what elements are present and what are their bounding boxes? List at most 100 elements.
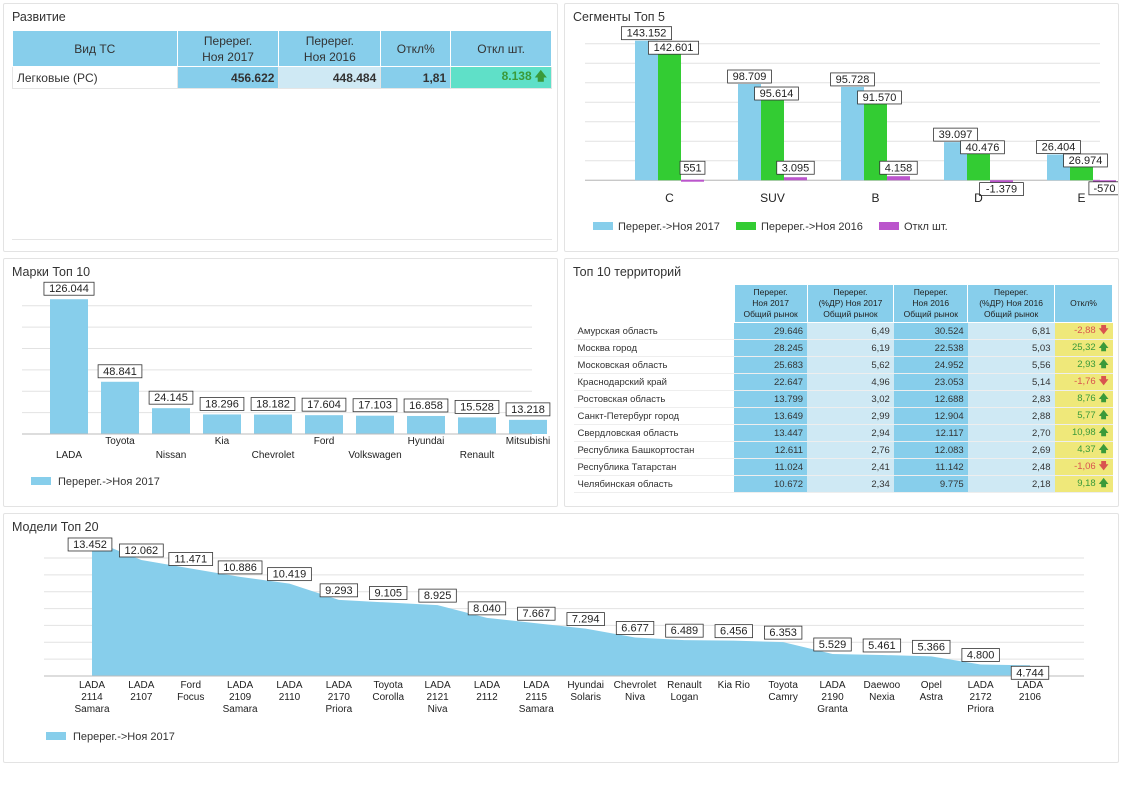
deviation-cell: 10,98 🡅 <box>1054 424 1113 442</box>
nov2016-cell: 12.688 <box>893 390 968 408</box>
data-label: 7.667 <box>523 608 551 620</box>
table-row[interactable]: Санкт-Петербург город 13.649 2,99 12.904 2,8… <box>573 407 1113 425</box>
nov2017-pct-cell: 3,02 <box>807 390 894 408</box>
table-row[interactable]: Республика Татарстан 11.024 2,41 11.142 2,48… <box>573 458 1113 476</box>
data-label: 6.677 <box>621 622 649 634</box>
x-tick-label: Renault <box>460 450 495 461</box>
nov2016-cell: 23.053 <box>893 373 968 391</box>
column-header[interactable]: Откл% <box>380 30 452 67</box>
arrow-up-icon: 🡅 <box>1098 359 1109 370</box>
table-row[interactable]: Челябинская область 10.672 2,34 9.775 2,18 9,… <box>573 475 1113 493</box>
x-tick-label: SUV <box>760 191 785 205</box>
table-row[interactable]: Ростовская область 13.799 3,02 12.688 2,83 8,… <box>573 390 1113 408</box>
segments-chart: 143.152 142.601 551 C 98.709 95.614 3.095 SUV 95… <box>585 26 1118 233</box>
nov2017-cell: 29.646 <box>734 322 808 340</box>
data-label-box <box>615 621 655 635</box>
bar <box>738 84 761 181</box>
column-header[interactable]: Перерег. Ноя 2016 Общий рынок <box>893 284 969 323</box>
column-header[interactable]: Перерег. Ноя 2017 Общий рынок <box>733 284 808 323</box>
data-label-box <box>1088 181 1118 196</box>
nov2017-pct-cell: 2,99 <box>807 407 894 425</box>
data-label-box <box>418 588 457 603</box>
deviation-cell: 5,77 🡅 <box>1054 407 1113 425</box>
table-header-row: Перерег. Ноя 2017 Общий рынок Перерег. (%ДР… <box>573 284 1113 323</box>
column-header[interactable]: Перерег. (%ДР) Ноя 2017 Общий рынок <box>806 284 895 323</box>
data-label-box <box>517 606 556 621</box>
legend-label: Перерег.->Ноя 2017 <box>73 731 175 743</box>
column-header[interactable]: Откл% <box>1054 284 1113 323</box>
data-label: 17.604 <box>307 399 341 411</box>
x-tick-label: Chevrolet <box>252 450 295 461</box>
nov2016-pct-cell: 2,69 <box>967 441 1055 459</box>
x-tick-label: Ford <box>314 436 335 447</box>
table-row[interactable]: Легковые (PC) 456.622 448.484 1,81 8.138… <box>12 66 552 89</box>
data-label: 16.858 <box>409 400 443 412</box>
data-label: 126.044 <box>49 283 89 295</box>
nov2016-cell: 12.083 <box>893 441 968 459</box>
x-tick-label: LADA <box>56 450 82 461</box>
nov2017-cell: 10.672 <box>734 475 808 493</box>
data-label: 7.294 <box>572 614 600 626</box>
data-label: 5.529 <box>819 639 847 651</box>
bar <box>458 417 496 434</box>
table-header-row: Вид ТС Перерег. Ноя 2017 Перерег. Ноя 2016… <box>12 30 552 67</box>
bar <box>305 415 343 434</box>
data-label: 551 <box>683 162 701 174</box>
nov2016-pct-cell: 5,14 <box>967 373 1055 391</box>
data-label: 95.614 <box>760 88 794 100</box>
column-header[interactable]: Вид ТС <box>12 30 178 67</box>
arrow-up-icon: 🡅 <box>534 69 547 83</box>
data-label: 4.800 <box>967 649 995 661</box>
nov2016-pct-cell: 2,88 <box>967 407 1055 425</box>
column-header[interactable]: Перерег. Ноя 2016 <box>278 30 382 67</box>
table-row[interactable]: Республика Башкортостан 12.611 2,76 12.083 2… <box>573 441 1113 459</box>
development-table: Вид ТС Перерег. Ноя 2017 Перерег. Ноя 2016… <box>12 30 552 89</box>
data-label: 3.095 <box>782 162 810 174</box>
nov2017-pct-cell: 6,19 <box>807 339 894 357</box>
nov2016-pct-cell: 2,83 <box>967 390 1055 408</box>
arrow-up-icon: 🡅 <box>1098 478 1109 489</box>
legend-swatch <box>46 732 66 740</box>
arrow-up-icon: 🡅 <box>1098 444 1109 455</box>
deviation-cell: 9,18 🡅 <box>1054 475 1113 493</box>
arrow-up-icon: 🡅 <box>1098 410 1109 421</box>
nov2017-cell: 12.611 <box>734 441 808 459</box>
data-label-box <box>933 127 978 142</box>
deviation-value: 2,93 <box>1077 359 1096 370</box>
table-row[interactable]: Краснодарский край 22.647 4,96 23.053 5,14 -1… <box>573 373 1113 391</box>
territory-name: Санкт-Петербург город <box>573 407 735 425</box>
data-label-box <box>862 638 902 653</box>
table-row[interactable]: Московская область 25.683 5,62 24.952 5,56 2,… <box>573 356 1113 374</box>
bar <box>761 87 784 181</box>
deviation-cell: -1,76 🡇 <box>1054 373 1113 391</box>
table-row[interactable]: Свердловская область 13.447 2,94 12.117 2,70… <box>573 424 1113 442</box>
data-label-box <box>267 567 312 582</box>
data-label: 6.353 <box>769 627 797 639</box>
arrow-down-icon: 🡇 <box>1098 325 1109 336</box>
x-tick-label: LADA 2190 Granta <box>817 680 848 715</box>
x-tick-label: Volkswagen <box>348 450 401 461</box>
data-label-box <box>1010 665 1050 680</box>
nov2016-pct-cell: 2,18 <box>967 475 1055 493</box>
table-row[interactable]: Москва город 28.245 6,19 22.538 5,03 25,32 🡅 <box>573 339 1113 357</box>
nov2017-pct-cell: 2,76 <box>807 441 894 459</box>
data-label-box <box>369 586 408 600</box>
column-header[interactable]: Откл шт. <box>450 30 552 67</box>
data-label-box <box>665 623 704 638</box>
nov2017-cell: 22.647 <box>734 373 808 391</box>
column-header[interactable]: Перерег. (%ДР) Ноя 2016 Общий рынок <box>967 284 1055 323</box>
table-row[interactable]: Амурская область 29.646 6,49 30.524 6,81 -2,8… <box>573 322 1113 340</box>
column-header[interactable]: Перерег. Ноя 2017 <box>176 30 280 67</box>
data-label-box <box>754 86 799 101</box>
data-label: 10.419 <box>273 569 307 581</box>
x-tick-label: LADA 2170 Priora <box>325 680 352 715</box>
deviation-units-cell: 8.138 🡅 <box>450 66 552 89</box>
data-label-box <box>454 399 500 414</box>
data-label: 17.103 <box>358 400 392 412</box>
data-label: 4.158 <box>885 162 913 174</box>
bar <box>990 180 1013 183</box>
data-label: 5.366 <box>917 641 945 653</box>
x-tick-label: E <box>1077 191 1085 205</box>
bar <box>152 408 190 434</box>
territories-table: Перерег. Ноя 2017 Общий рынок Перерег. (%ДР… <box>573 284 1113 493</box>
